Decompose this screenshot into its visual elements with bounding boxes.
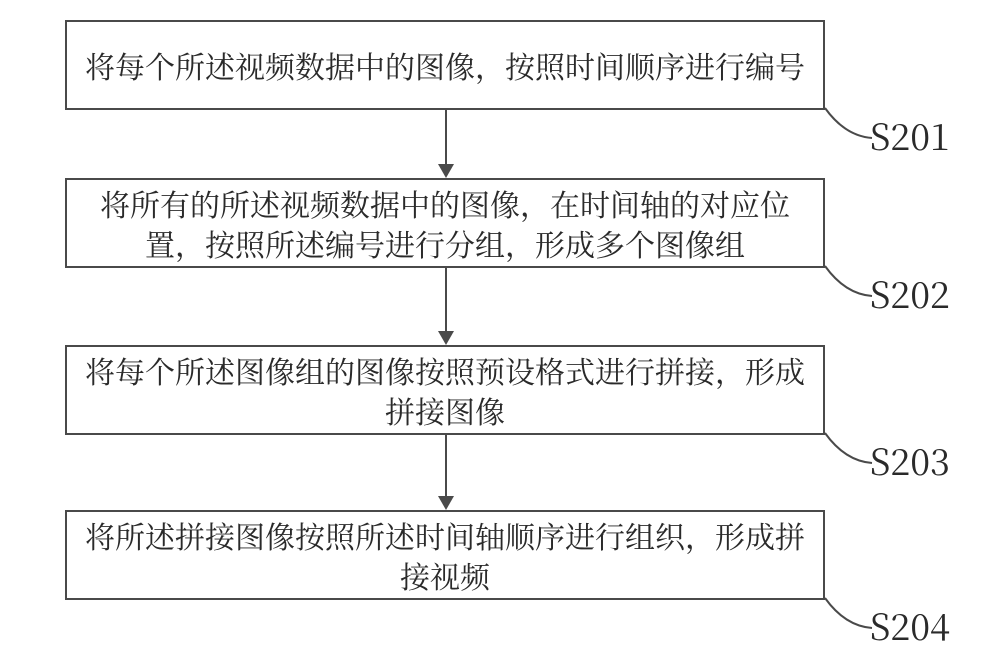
callout-s204 [0,0,1000,665]
step-label-s204: S204 [870,600,950,651]
flowchart-canvas: 将每个所述视频数据中的图像，按照时间顺序进行编号 S201 将所有的所述视频数据… [0,0,1000,665]
